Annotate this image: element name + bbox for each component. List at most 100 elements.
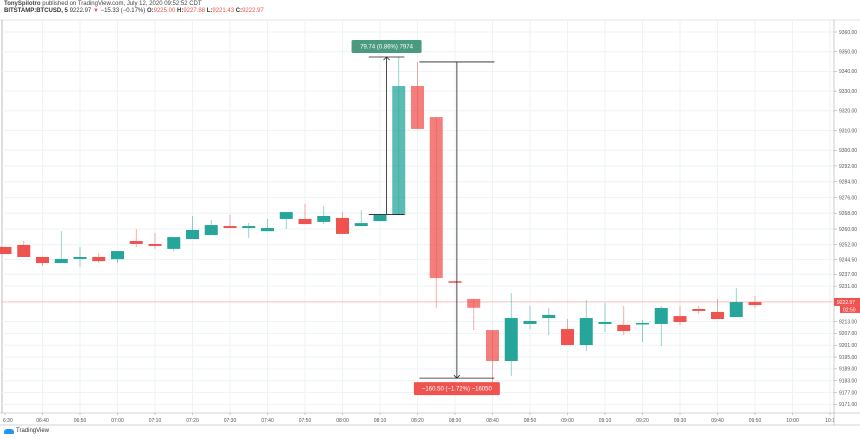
candle-down[interactable] xyxy=(561,329,574,346)
candle-up[interactable] xyxy=(167,237,181,249)
candle-up[interactable] xyxy=(317,215,331,222)
y-tick-label: 9177.00 xyxy=(839,390,857,396)
candle-down[interactable] xyxy=(17,244,31,257)
last-price-badge-text: 9222.97 xyxy=(837,300,855,306)
candle-up[interactable] xyxy=(373,215,387,222)
y-tick-label: 9213.00 xyxy=(839,319,857,325)
y-tick-label: 9320.00 xyxy=(839,109,857,115)
x-tick-label: 08:40 xyxy=(486,418,499,424)
y-tick-label: 9244.50 xyxy=(839,257,857,263)
candle-down[interactable] xyxy=(36,256,49,264)
candle-up[interactable] xyxy=(729,302,743,318)
x-tick-label: 09:00 xyxy=(561,418,574,424)
candle-down[interactable] xyxy=(429,117,443,279)
candle-up[interactable] xyxy=(354,223,368,227)
y-tick-label: 9195.00 xyxy=(839,355,857,361)
candle-down[interactable] xyxy=(673,316,687,322)
y-tick-label: 9350.00 xyxy=(839,50,857,56)
high-label: H: xyxy=(176,8,184,14)
high-value: 9227.88 xyxy=(183,8,206,14)
y-tick-label: 9284.00 xyxy=(839,180,857,186)
candle-up[interactable] xyxy=(242,226,256,229)
x-tick-label: 06:40 xyxy=(36,418,49,424)
candle-down[interactable] xyxy=(223,226,237,229)
candle-down[interactable] xyxy=(711,311,724,320)
candle-up[interactable] xyxy=(504,318,518,361)
y-tick-label: 9237.00 xyxy=(839,272,857,278)
candle-down[interactable] xyxy=(336,217,349,234)
publish-info: TonySpilotro published on TradingView.co… xyxy=(4,1,202,7)
candle-up[interactable] xyxy=(73,256,87,259)
close-value: 9222.97 xyxy=(242,8,264,14)
x-tick-label: 09:10 xyxy=(599,418,612,424)
x-tick-label: 09:20 xyxy=(636,418,649,424)
close-label: C: xyxy=(235,8,243,14)
open-value: 9225.00 xyxy=(153,8,176,14)
arrow-head-icon xyxy=(383,56,390,61)
candle-up[interactable] xyxy=(392,85,406,216)
x-tick-label: 07:30 xyxy=(224,418,237,424)
y-tick-label: 9231.00 xyxy=(839,284,857,290)
measure-label: 79.74 (0.86%) 7974 xyxy=(360,45,413,51)
triangle-down-icon: ▼ xyxy=(92,8,99,14)
x-tick-label: 06:50 xyxy=(74,418,87,424)
last-price-badge xyxy=(834,297,860,306)
author[interactable]: TonySpilotro xyxy=(4,1,41,7)
cloud-icon xyxy=(4,428,14,434)
y-tick-label: 9183.00 xyxy=(839,378,857,384)
x-tick-label: 08:30 xyxy=(449,418,462,424)
countdown-text: 02:50 xyxy=(843,307,856,313)
last-price: 9222.97 xyxy=(69,8,92,14)
candle-up[interactable] xyxy=(636,322,649,325)
y-tick-label: 9252.00 xyxy=(839,243,857,249)
candle-down[interactable] xyxy=(129,241,143,244)
low-value: 9221.43 xyxy=(212,8,235,14)
x-tick-label: 10:1 xyxy=(825,418,835,424)
candle-down[interactable] xyxy=(0,246,12,255)
y-tick-label: 9207.00 xyxy=(839,331,857,337)
price-change: −15.33 (−0.17%) xyxy=(100,8,146,14)
candle-up[interactable] xyxy=(279,212,293,219)
x-tick-label: 07:50 xyxy=(299,418,312,424)
y-tick-label: 9189.00 xyxy=(839,367,857,373)
x-tick-label: 10:00 xyxy=(786,418,799,424)
candle-down[interactable] xyxy=(692,308,706,311)
candle-up[interactable] xyxy=(579,318,593,346)
candle-up[interactable] xyxy=(204,225,218,236)
measure-label: −160.50 (−1.72%) −16050 xyxy=(422,387,493,393)
candle-down[interactable] xyxy=(467,298,481,308)
x-tick-label: 08:20 xyxy=(411,418,424,424)
candle-up[interactable] xyxy=(523,320,537,324)
candle-up[interactable] xyxy=(654,307,668,324)
countdown-badge xyxy=(840,305,860,313)
y-tick-label: 9201.00 xyxy=(839,343,857,349)
candle-up[interactable] xyxy=(111,251,124,260)
y-tick-label: 9260.00 xyxy=(839,227,857,233)
candle-up[interactable] xyxy=(542,314,556,319)
candle-down[interactable] xyxy=(617,324,631,332)
symbol[interactable]: BITSTAMP:BTCUSD, 5 xyxy=(4,8,68,14)
x-tick-label: 6:30 xyxy=(3,418,13,424)
tradingview-logo[interactable]: TradingView xyxy=(4,428,49,434)
candle-down[interactable] xyxy=(148,243,162,246)
candle-down[interactable] xyxy=(486,330,499,361)
candle-up[interactable] xyxy=(598,321,612,324)
y-tick-label: 9360.00 xyxy=(839,30,857,36)
symbol-legend: BITSTAMP:BTCUSD, 5 9222.97 ▼ −15.33 (−0.… xyxy=(4,8,264,14)
candle-up[interactable] xyxy=(186,229,199,240)
candle-down[interactable] xyxy=(298,218,312,225)
candle-down[interactable] xyxy=(411,85,424,129)
logo-text: TradingView xyxy=(16,428,50,434)
x-tick-label: 07:00 xyxy=(111,418,124,424)
candle-up[interactable] xyxy=(54,258,68,264)
candle-down[interactable] xyxy=(92,256,106,262)
candle-up[interactable] xyxy=(261,228,274,232)
candle-down[interactable] xyxy=(748,302,762,306)
low-label: L: xyxy=(206,8,213,14)
candle-down[interactable] xyxy=(448,281,462,283)
x-tick-label: 09:50 xyxy=(749,418,762,424)
open-label: O: xyxy=(146,8,154,14)
x-tick-label: 08:50 xyxy=(524,418,537,424)
x-tick-label: 08:10 xyxy=(374,418,387,424)
